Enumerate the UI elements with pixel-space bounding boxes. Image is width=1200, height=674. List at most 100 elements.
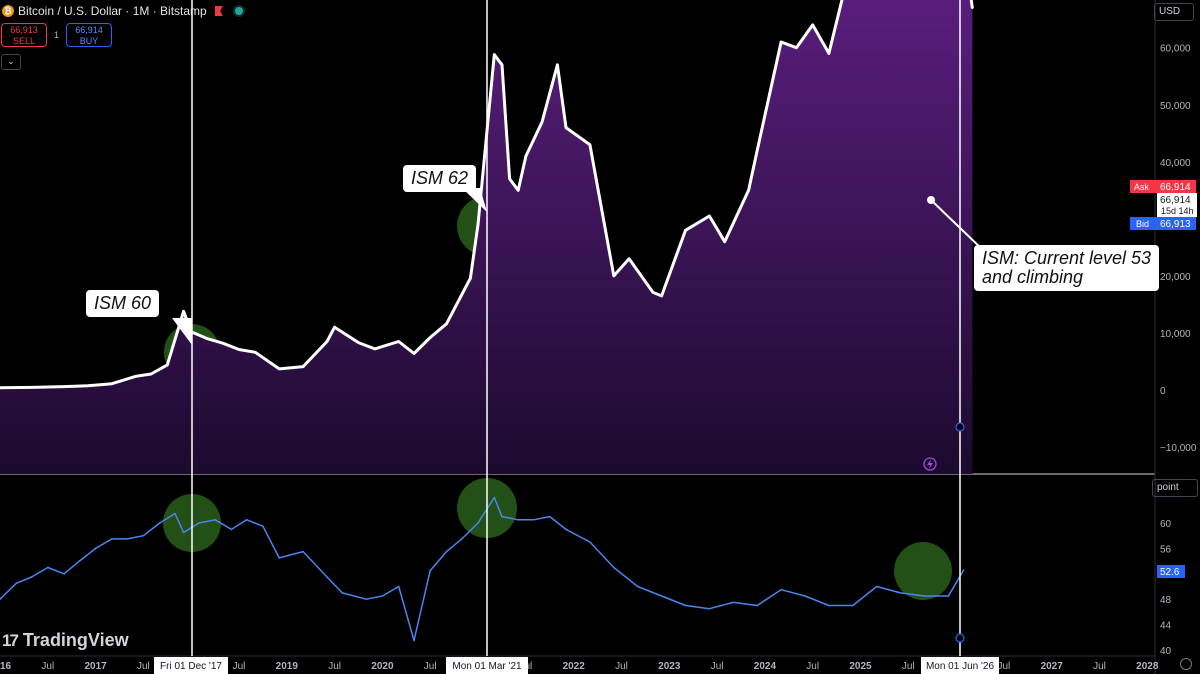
bid-tag-bg [1130, 217, 1160, 230]
price-point [811, 24, 814, 26]
anchor-dot-bottom[interactable] [955, 633, 965, 643]
ism-point [445, 550, 448, 553]
ism-point [613, 566, 615, 569]
price-point [589, 143, 591, 146]
buy-label: BUY [79, 36, 99, 46]
collapse-chevron-icon[interactable]: ⌄ [1, 54, 21, 70]
ism-point [708, 607, 711, 610]
price-tick-label: 20,000 [1160, 272, 1191, 283]
price-point [756, 149, 758, 152]
ism-point [326, 576, 328, 578]
buy-button[interactable]: 66,914 BUY [66, 23, 112, 47]
price-tick-label: 10,000 [1160, 329, 1191, 340]
x-tick-label: 2016 [0, 661, 12, 672]
ism-point [477, 522, 479, 524]
x-tick-label: Jul [998, 661, 1011, 672]
current-price-dot [927, 196, 935, 204]
ism-point [341, 592, 344, 594]
ask-tag-bg [1130, 180, 1160, 193]
ism-tick-label: 56 [1160, 544, 1172, 555]
ism-point [962, 569, 965, 571]
ism-point [732, 601, 735, 604]
price-point [357, 341, 360, 344]
x-tick-label: Jul [424, 661, 437, 672]
price-point [0, 386, 1, 389]
price-point [780, 41, 782, 43]
price-point [684, 229, 687, 232]
x-tick-label: 2025 [849, 661, 872, 672]
price-point [723, 240, 726, 243]
ism-point [63, 573, 65, 575]
symbol-header[interactable]: ₿ Bitcoin / U.S. Dollar · 1M · Bitstamp [0, 0, 243, 22]
callout-current-line1: ISM: Current level 53 [982, 248, 1152, 268]
ism-point [0, 598, 1, 600]
ism-tick-label: 44 [1160, 621, 1172, 632]
ism-point [517, 519, 519, 521]
callout-ism-62[interactable]: ISM 62 [403, 165, 477, 192]
bar-countdown: 15d 14h [1161, 206, 1194, 216]
price-point [30, 386, 33, 389]
ism-point [923, 595, 926, 597]
buy-price: 66,914 [75, 25, 103, 35]
ism-point [589, 541, 591, 543]
price-point [613, 275, 615, 277]
price-tick-label: 50,000 [1160, 101, 1191, 112]
date-label-jun26-bg [921, 657, 999, 674]
callout-ism-60[interactable]: ISM 60 [86, 290, 160, 317]
ism-tick-label: 60 [1160, 519, 1172, 530]
ism-point [828, 604, 830, 607]
ism-point [780, 588, 782, 591]
ism-point [30, 576, 33, 578]
price-point [166, 364, 169, 366]
ism-point [158, 522, 161, 524]
indicator-unit-selector[interactable]: point [1152, 479, 1198, 497]
anchor-dot-top[interactable] [955, 422, 965, 432]
ism-point [660, 595, 663, 597]
ism-point [899, 592, 902, 594]
ism-point [804, 595, 806, 597]
tradingview-logo[interactable]: 17 TradingView [2, 630, 129, 651]
symbol-title[interactable]: Bitcoin / U.S. Dollar · 1M · Bitstamp [18, 4, 207, 18]
callout-ism-62-text: ISM 62 [411, 168, 469, 188]
ism-point [142, 534, 145, 537]
ask-label: Ask [1134, 182, 1150, 192]
price-tick-label: 60,000 [1160, 44, 1191, 55]
price-point [477, 223, 479, 226]
ism-point [230, 528, 233, 531]
ism-point [461, 538, 463, 540]
date-label-dec17-bg [154, 657, 228, 674]
price-point [747, 189, 750, 192]
price-point [326, 340, 328, 343]
lightning-glyph [927, 459, 933, 469]
ism-point [947, 595, 950, 597]
price-point [556, 64, 559, 66]
x-tick-label: 2020 [371, 661, 394, 672]
price-point [111, 382, 113, 385]
settings-gear-icon[interactable] [1180, 658, 1192, 670]
price-point [445, 323, 448, 325]
callout-current[interactable]: ISM: Current level 53 and climbing [974, 245, 1160, 291]
last-price-bg [1157, 193, 1197, 217]
ism-point [429, 569, 432, 572]
ism-point [47, 566, 49, 569]
callout-current-line2: and climbing [982, 267, 1084, 287]
x-tick-label: Jul [233, 661, 246, 672]
sell-button[interactable]: 66,913 SELL [1, 23, 47, 47]
ism-last-value: 52.6 [1160, 567, 1180, 578]
price-point [87, 384, 89, 387]
price-tick-label: 0 [1160, 386, 1166, 397]
x-tick-label: 2023 [658, 661, 681, 672]
callout-pointer-ism60 [172, 318, 192, 345]
ism-tick-label: 48 [1160, 595, 1172, 606]
bid-value-bg [1158, 217, 1196, 230]
spread-value: 1 [54, 30, 60, 40]
currency-selector[interactable]: USD [1154, 3, 1194, 21]
x-tick-label: Jul [137, 661, 150, 672]
ism-point [174, 512, 176, 515]
flag-icon[interactable] [214, 6, 223, 16]
lightning-icon[interactable] [923, 457, 937, 471]
date-label-jun26: Mon 01 Jun '26 [926, 661, 995, 672]
ism-point [493, 496, 496, 499]
ism-point [262, 525, 264, 527]
